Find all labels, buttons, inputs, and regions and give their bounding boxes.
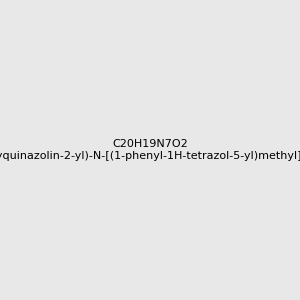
Text: C20H19N7O2
4-(4-hydroxyquinazolin-2-yl)-N-[(1-phenyl-1H-tetrazol-5-yl)methyl]but: C20H19N7O2 4-(4-hydroxyquinazolin-2-yl)-… — [0, 139, 300, 161]
